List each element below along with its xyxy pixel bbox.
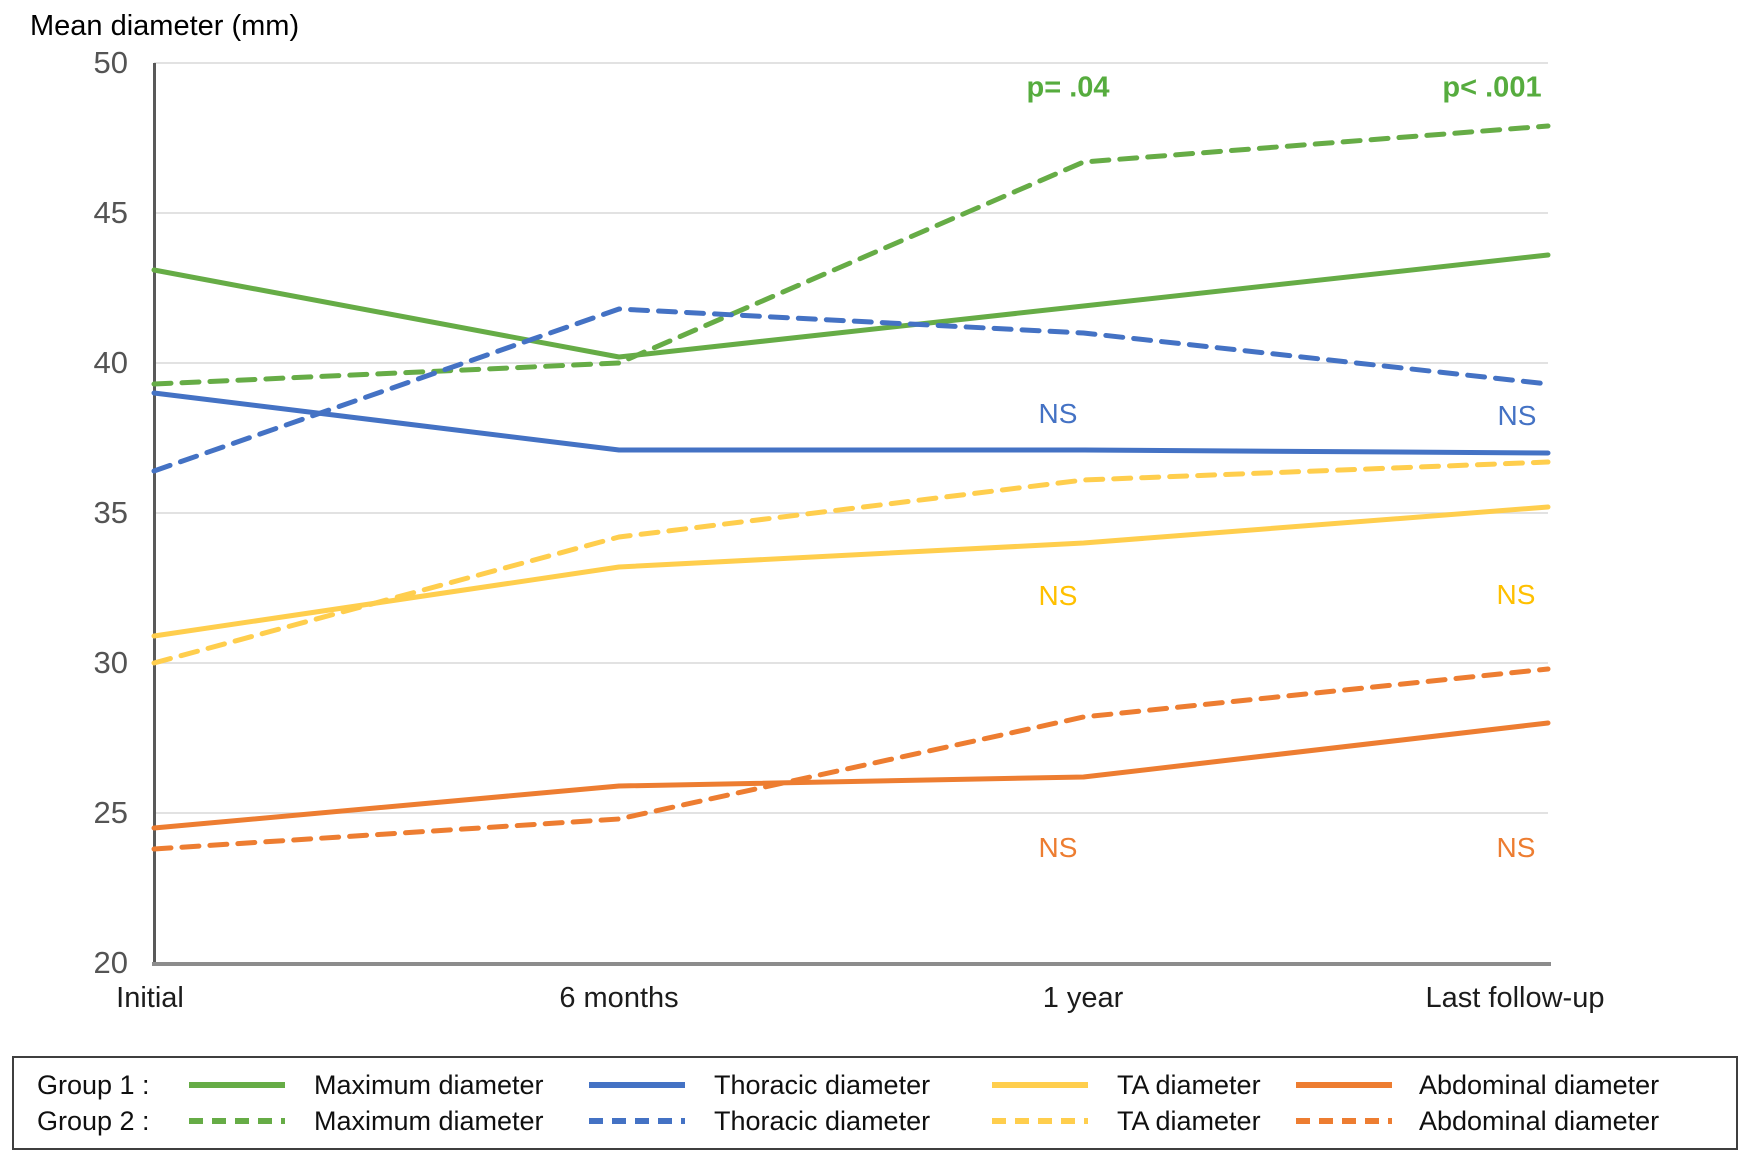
series-group-2-maximum-diameter [151,123,1551,387]
legend-label-dashed-abdominal-diameter: Abdominal diameter [1419,1106,1660,1136]
x-tick-last-follow-up: Last follow-up [1425,982,1605,1014]
ns-ta-last-label: NS [1496,579,1536,610]
legend-sample-dashed-ta-diameter [992,1118,1088,1124]
legend-group-label-1: Group 1 : [37,1070,150,1100]
legend-sample-dashed-abdominal-diameter [1296,1118,1392,1124]
ns-thoracic-1year-label: NS [1038,398,1078,429]
ns-ta-1year-label: NS [1038,580,1078,611]
y-tick-50: 50 [93,45,128,80]
chart-canvas [151,62,1551,966]
series-group-1-abdominal-diameter [151,720,1551,831]
legend-sample-solid-abdominal-diameter [1296,1082,1392,1088]
legend-label-dashed-maximum-diameter: Maximum diameter [314,1106,544,1136]
legend-label-solid-ta-diameter: TA diameter [1117,1070,1261,1100]
legend-sample-solid-thoracic-diameter [589,1082,685,1088]
legend-label-solid-maximum-diameter: Maximum diameter [314,1070,544,1100]
series-group-2-ta-diameter [151,459,1551,666]
series-group-1-thoracic-diameter [151,390,1551,456]
y-tick-45: 45 [93,195,128,230]
legend-label-solid-thoracic-diameter: Thoracic diameter [714,1070,931,1100]
ns-thoracic-last-label: NS [1497,400,1537,431]
y-tick-25: 25 [93,795,128,830]
y-tick-30: 30 [93,645,128,680]
series-group-1-ta-diameter [151,504,1551,639]
series-group-1-maximum-diameter [151,252,1551,360]
legend-sample-dashed-maximum-diameter [189,1118,285,1124]
p-maximum-last-label: p< .001 [1442,71,1542,104]
ns-abdominal-last-label: NS [1496,832,1536,863]
y-tick-35: 35 [93,495,128,530]
series-group-2-abdominal-diameter [151,666,1551,852]
x-tick-6-months: 6 months [559,982,679,1014]
legend-label-dashed-ta-diameter: TA diameter [1117,1106,1261,1136]
x-tick-initial: Initial [116,982,184,1014]
legend-label-dashed-thoracic-diameter: Thoracic diameter [714,1106,931,1136]
legend-sample-solid-maximum-diameter [189,1082,285,1088]
legend-sample-dashed-thoracic-diameter [589,1118,685,1124]
ns-abdominal-1year-label: NS [1038,832,1078,863]
p-maximum-1year-label: p= .04 [1026,71,1110,104]
series-group-2-thoracic-diameter [151,306,1551,474]
legend-group-label-2: Group 2 : [37,1106,150,1136]
chart-title: Mean diameter (mm) [30,10,300,42]
legend-sample-solid-ta-diameter [992,1082,1088,1088]
x-tick-1-year: 1 year [1042,982,1124,1014]
legend-label-solid-abdominal-diameter: Abdominal diameter [1419,1070,1660,1100]
y-tick-40: 40 [93,345,128,380]
legend: Group 1 : Maximum diameter Thoracic diamet… [12,1056,1738,1150]
y-tick-20: 20 [93,945,128,980]
